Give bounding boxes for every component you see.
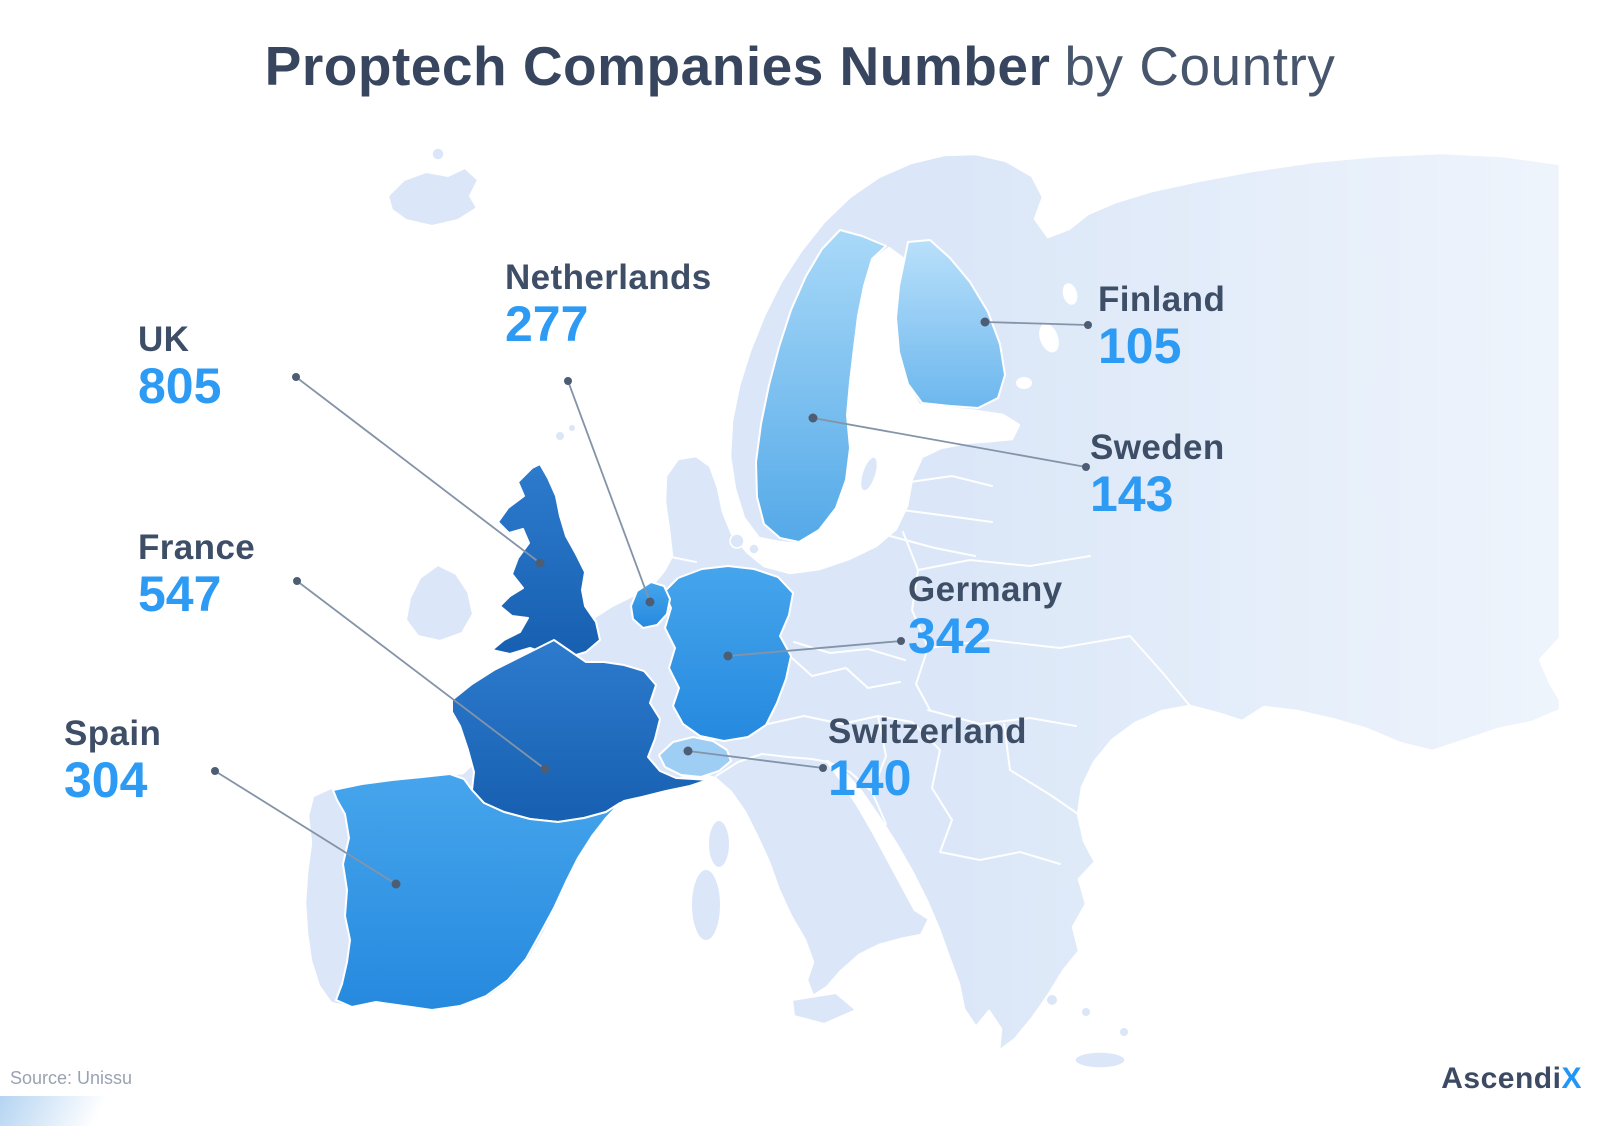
sardinia-island [690,868,722,942]
country-value-finland: 105 [1098,318,1182,375]
leader-line-uk [295,376,541,564]
country-name-germany: Germany [908,570,1063,609]
danish-island [729,533,745,549]
country-name-spain: Spain [64,714,162,753]
label-france: France 547 [138,528,255,621]
label-spain: Spain 304 [64,714,161,807]
islands-group [556,425,1128,1069]
leader-line-spain [214,770,397,885]
corner-decoration [0,1096,130,1126]
leader-line-sweden [812,417,1087,468]
label-germany: Germany 342 [908,570,1063,663]
danish-island [748,543,760,555]
sweden-shape [755,229,887,543]
brand-logo: AscendiX [1441,1062,1582,1096]
label-switzerland: Switzerland 140 [828,712,1027,805]
country-value-france: 547 [138,566,222,623]
title-suffix: by Country [1064,35,1336,97]
country-name-uk: UK [138,320,190,359]
corsica-island [707,819,731,869]
brand-logo-accent: X [1561,1062,1582,1095]
leader-line-switzerland [687,750,824,769]
label-sweden: Sweden 143 [1090,428,1225,521]
country-value-germany: 342 [908,608,992,665]
country-borders [665,475,1191,865]
switzerland-shape [658,736,732,778]
lakes-group [1016,283,1078,389]
label-finland: Finland 105 [1098,280,1225,373]
finland-shape [895,239,1006,409]
country-value-sweden: 143 [1090,466,1174,523]
aegean-island [1047,995,1057,1005]
label-uk: UK 805 [138,320,221,413]
page-title: Proptech Companies Number by Country [0,34,1600,98]
leader-dots [211,317,1092,889]
aegean-island [1120,1028,1128,1036]
crete-island [1074,1051,1126,1069]
country-value-uk: 805 [138,358,222,415]
aegean-island [1082,1008,1090,1016]
title-main: Proptech Companies Number [264,35,1051,97]
country-value-netherlands: 277 [505,296,589,353]
leader-line-germany [727,640,902,657]
label-netherlands: Netherlands 277 [505,258,712,351]
leader-line-finland [984,321,1089,326]
country-name-switzerland: Switzerland [828,712,1027,751]
spain-shape [332,773,621,1011]
shetland-island [556,432,564,440]
gotland-island [861,457,877,491]
ireland-shape [404,563,475,643]
country-name-france: France [138,528,256,567]
iceland-shape [386,166,480,228]
brand-logo-text: Ascendi [1441,1062,1562,1095]
shetland-island [569,425,575,431]
leader-lines [214,321,1089,885]
country-name-netherlands: Netherlands [505,258,712,297]
leader-line-france [296,580,546,770]
country-name-finland: Finland [1098,280,1226,319]
country-name-sweden: Sweden [1090,428,1225,467]
iceland-islet [431,147,445,161]
sicily-island [790,991,858,1026]
uk-shape [491,463,601,659]
country-value-switzerland: 140 [828,750,912,807]
leader-line-netherlands [567,380,651,603]
northeast-light-wash [960,140,1560,1080]
source-note: Source: Unissu [10,1068,133,1088]
country-value-spain: 304 [64,752,148,809]
